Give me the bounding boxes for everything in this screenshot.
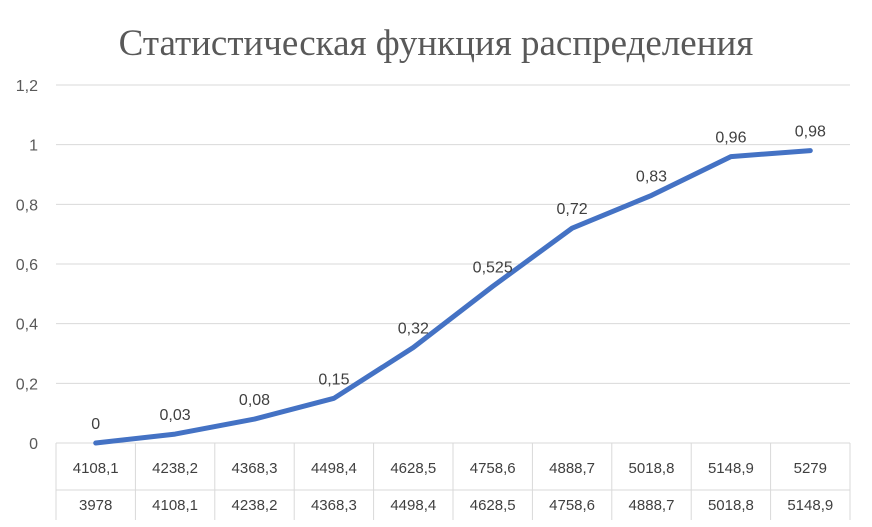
x-category-label-top: 4238,2 — [152, 460, 198, 477]
data-point — [808, 148, 813, 153]
x-category-label-top: 4888,7 — [549, 460, 595, 477]
chart-title: Статистическая функция распределения — [119, 23, 754, 64]
data-label: 0,03 — [160, 407, 191, 424]
data-point — [649, 193, 654, 198]
x-category-label-bottom: 5018,8 — [708, 497, 754, 514]
data-point — [331, 396, 336, 401]
data-label: 0,98 — [795, 124, 826, 141]
data-label: 0,32 — [398, 321, 429, 338]
data-labels: 0 0,03 0,08 0,15 0,32 0,525 0,72 0,83 0,96 0,98 — [91, 124, 826, 433]
y-tick-label: 0,8 — [16, 197, 38, 214]
x-category-label-top: 4368,3 — [232, 460, 278, 477]
y-tick-label: 0,4 — [16, 317, 38, 334]
x-category-label-bottom: 4628,5 — [470, 497, 516, 514]
x-category-label-top: 4108,1 — [73, 460, 119, 477]
y-axis-ticks: 0 0,2 0,4 0,6 0,8 1 1,2 — [16, 78, 38, 453]
x-category-label-top: 4628,5 — [390, 460, 436, 477]
data-point — [173, 432, 178, 437]
x-category-label-top: 5018,8 — [629, 460, 675, 477]
x-category-label-top: 5279 — [794, 460, 827, 477]
y-tick-label: 1,2 — [16, 78, 38, 95]
x-category-label-top: 4758,6 — [470, 460, 516, 477]
y-tick-label: 0,2 — [16, 376, 38, 393]
data-point — [490, 284, 495, 289]
x-category-label-bottom: 4108,1 — [152, 497, 198, 514]
x-category-label-bottom: 3978 — [79, 497, 112, 514]
x-category-label-top: 4498,4 — [311, 460, 357, 477]
data-label: 0,83 — [636, 168, 667, 185]
x-category-label-bottom: 4888,7 — [629, 497, 675, 514]
x-category-label-bottom: 4498,4 — [390, 497, 436, 514]
data-point — [252, 417, 257, 422]
data-label: 0,525 — [473, 259, 513, 276]
data-label: 0,15 — [318, 371, 349, 388]
series-layer — [93, 148, 813, 446]
series-line — [93, 148, 813, 446]
data-point — [93, 441, 98, 445]
data-label: 0,72 — [557, 201, 588, 218]
y-tick-label: 0,6 — [16, 257, 38, 274]
x-category-label-bottom: 4238,2 — [232, 497, 278, 514]
y-tick-label: 0 — [29, 436, 38, 453]
data-point — [411, 345, 416, 350]
data-point — [728, 154, 733, 159]
x-category-label-bottom: 4758,6 — [549, 497, 595, 514]
x-category-label-top: 5148,9 — [708, 460, 754, 477]
x-axis-category-table: 4108,1 3978 4238,2 4108,1 4368,3 4238,2 4498,4… — [55, 443, 851, 520]
data-label: 0,08 — [239, 392, 270, 409]
data-point — [570, 226, 575, 231]
gridlines — [56, 84, 850, 444]
x-category-label-bottom: 4368,3 — [311, 497, 357, 514]
x-category-label-bottom: 5148,9 — [787, 497, 833, 514]
data-label: 0 — [91, 416, 100, 433]
y-tick-label: 1 — [29, 138, 38, 155]
data-label: 0,96 — [715, 130, 746, 147]
